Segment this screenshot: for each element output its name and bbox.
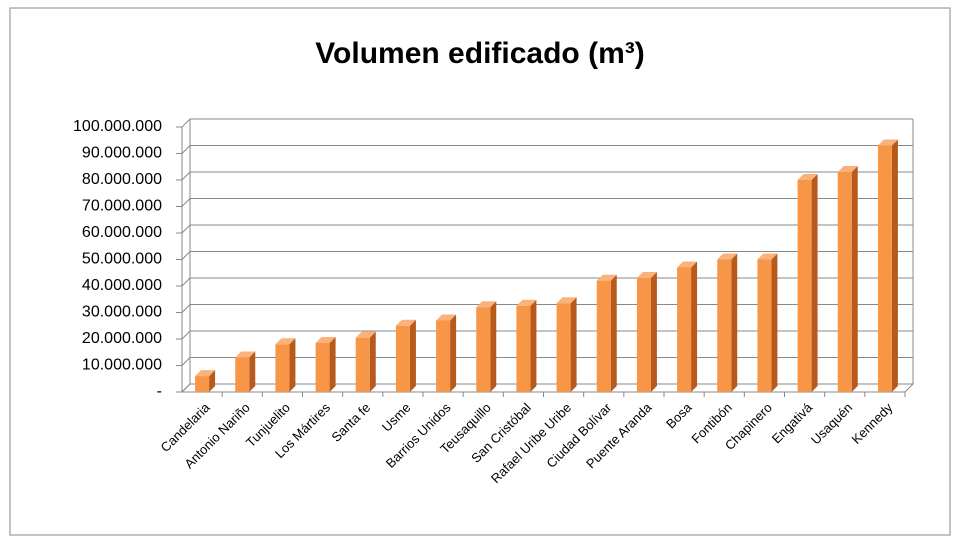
y-tick-label: 90.000.000 [82, 145, 162, 162]
chart-title: Volumen edificado (m³) [315, 37, 644, 70]
bar-top [436, 314, 457, 321]
bar-side [530, 299, 537, 392]
bar-side [691, 261, 698, 392]
y-tick-label: 30.000.000 [82, 304, 162, 321]
bar [355, 337, 370, 392]
bar-top [235, 351, 256, 358]
grid-line-side [181, 357, 191, 366]
bar [436, 320, 451, 392]
bar-side [650, 272, 657, 392]
bar-top [837, 166, 858, 173]
y-tick-label: 20.000.000 [82, 330, 162, 347]
bar-top [596, 274, 617, 281]
y-tick-label: 10.000.000 [82, 357, 162, 374]
bar-side [409, 319, 416, 392]
bar-side [731, 253, 738, 392]
bar-side [570, 297, 577, 392]
grid-line-side [181, 198, 191, 207]
bar-side [811, 174, 818, 392]
grid-line-side [181, 145, 191, 154]
y-tick-label: 40.000.000 [82, 277, 162, 294]
grid-line-side [181, 171, 191, 181]
bar-top [395, 319, 416, 326]
bar [837, 172, 852, 392]
bar [195, 376, 210, 392]
bar [556, 303, 571, 392]
grid-line-side [181, 224, 191, 234]
bar [235, 357, 250, 392]
y-tick-label: - [157, 383, 162, 400]
bar-side [249, 351, 256, 392]
grid-line-side [181, 118, 191, 128]
y-tick-label: 50.000.000 [82, 251, 162, 268]
bar-top [315, 336, 336, 343]
bar [315, 342, 330, 392]
bar-top [275, 338, 296, 345]
y-tick-label: 70.000.000 [82, 198, 162, 215]
bar-top [797, 174, 818, 180]
bar-side [209, 370, 216, 392]
bar [596, 280, 611, 392]
bar-side [610, 274, 617, 392]
bar-top [556, 297, 577, 304]
bar [636, 278, 651, 392]
y-tick-label: 100.000.000 [73, 118, 162, 135]
bar-top [476, 301, 497, 308]
bar-side [329, 336, 336, 392]
bar [395, 325, 410, 392]
bar-side [369, 331, 376, 392]
bar-side [289, 338, 296, 392]
bar-side [851, 166, 858, 392]
bar [797, 180, 812, 392]
bar [275, 344, 290, 392]
bar [757, 259, 772, 392]
bar [677, 267, 692, 392]
grid-line-side [181, 304, 191, 313]
grid-line-side [181, 251, 191, 260]
grid-line-side [181, 277, 191, 287]
bar [877, 145, 892, 392]
bar-top [516, 299, 537, 306]
bar-side [771, 253, 778, 392]
bar [516, 305, 531, 392]
bar-top [757, 253, 778, 260]
chart-frame [9, 7, 951, 536]
bar-top [877, 139, 898, 146]
bar-side [450, 314, 457, 392]
bar-top [717, 253, 738, 260]
grid-line-side [181, 383, 191, 393]
y-tick-label: 60.000.000 [82, 224, 162, 241]
bar-top [677, 261, 698, 268]
bar-top [195, 370, 216, 377]
bar-top [355, 331, 376, 338]
y-tick-label: 80.000.000 [82, 171, 162, 188]
bar [717, 259, 732, 392]
grid-line-side [181, 330, 191, 340]
bar-side [490, 301, 497, 392]
bar [476, 307, 491, 392]
bar-top [636, 272, 657, 279]
bar-side [891, 139, 898, 392]
